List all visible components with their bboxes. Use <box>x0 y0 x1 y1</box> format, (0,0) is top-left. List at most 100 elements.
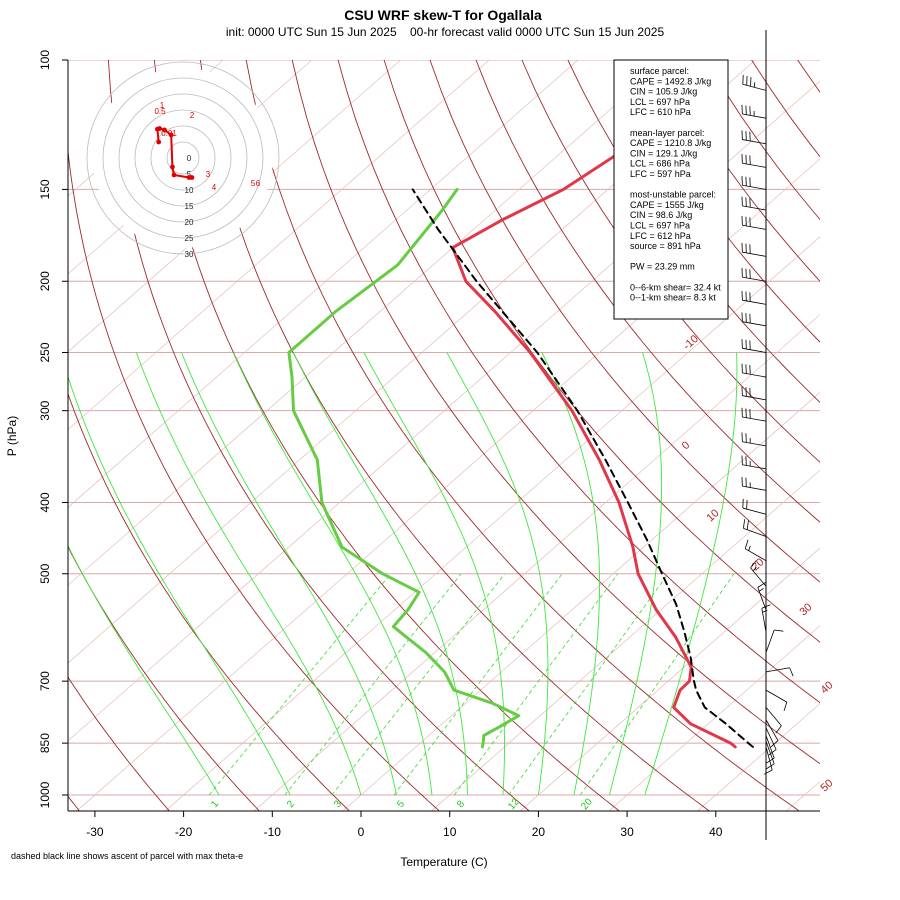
info-line: CAPE = 1492.8 J/kg <box>630 76 711 86</box>
temperature-axis: -30 -20 -10 0 10 20 30 40 <box>86 811 723 839</box>
hodograph-point-label: 3 <box>206 170 211 179</box>
temperature-tick-label: 40 <box>709 825 723 839</box>
info-line: most-unstable parcel: <box>630 190 716 200</box>
isotherm-line <box>255 60 900 811</box>
wind-barb-shaft <box>766 736 774 759</box>
chart-subtitle: init: 0000 UTC Sun 15 Jun 2025 00-hr for… <box>226 25 665 39</box>
info-line: CIN = 105.9 J/kg <box>630 87 697 97</box>
temperature-tick-label: 10 <box>443 825 457 839</box>
wind-barb-flag <box>766 764 774 769</box>
wind-barb <box>743 499 766 514</box>
mixing-ratio-line <box>332 574 505 795</box>
wind-barb <box>742 216 766 229</box>
info-line: source = 891 hPa <box>630 241 701 251</box>
info-line: LFC = 597 hPa <box>630 169 691 179</box>
info-line: 0--6-km shear= 32.4 kt <box>630 282 721 292</box>
hodograph-point-label: 2 <box>190 111 195 120</box>
isotherm-label: 30 <box>797 601 814 618</box>
pressure-tick-label: 250 <box>38 342 52 362</box>
mixing-ratio-line <box>580 574 734 795</box>
temperature-tick-label: -30 <box>86 825 104 839</box>
pressure-tick-label: 400 <box>38 492 52 512</box>
mixing-ratio-label: 8 <box>455 798 467 810</box>
info-line: LCL = 697 hPa <box>630 221 690 231</box>
dewpoint-line <box>289 189 519 747</box>
wind-barb <box>766 690 787 711</box>
dry-adiabat <box>844 60 900 811</box>
mixing-ratio-label: 20 <box>579 796 595 812</box>
wind-barb-flag <box>776 726 782 733</box>
pressure-axis: 100 150 200 250 300 400 500 700 850 1000 <box>38 50 68 809</box>
wind-barbs <box>742 30 793 840</box>
mixing-ratio-label: 12 <box>506 796 522 812</box>
y-axis-label: P (hPa) <box>5 416 19 456</box>
temperature-tick-label: -20 <box>175 825 193 839</box>
mixing-ratio-line <box>509 574 668 795</box>
isotherm-label: 50 <box>818 777 835 794</box>
info-line: LFC = 612 hPa <box>630 231 691 241</box>
info-line: CIN = 98.6 J/kg <box>630 210 692 220</box>
wind-barb-half-flag <box>759 588 763 591</box>
hodograph-point <box>190 175 195 180</box>
wind-barb <box>742 243 766 256</box>
wind-barb <box>742 154 766 167</box>
wind-barb-flag <box>790 668 794 677</box>
pressure-tick-label: 500 <box>38 563 52 583</box>
x-axis-label: Temperature (C) <box>400 855 487 869</box>
wind-barb-flag <box>743 519 744 528</box>
hodograph-point-label: 0.01 <box>161 129 177 138</box>
hodograph-point-label: 4 <box>212 183 217 192</box>
pressure-tick-label: 100 <box>38 50 52 70</box>
wind-barb <box>766 630 783 653</box>
mixing-ratio-line <box>209 574 391 795</box>
mixing-ratio-labels: 1 2 3 5 8 12 20 <box>209 796 595 812</box>
wind-barb-flag <box>774 630 783 631</box>
wind-barb <box>766 736 774 764</box>
wind-barb <box>742 433 766 446</box>
hodograph-ring-label: 20 <box>185 218 194 227</box>
wind-barb-shaft <box>766 720 778 741</box>
info-line: CIN = 129.1 J/kg <box>630 148 697 158</box>
dry-adiabat <box>890 60 900 811</box>
chart-title: CSU WRF skew-T for Ogallala <box>344 7 542 23</box>
dry-adiabat <box>752 60 900 811</box>
info-line: surface parcel: <box>630 66 689 76</box>
wind-barb <box>742 105 766 118</box>
pressure-tick-label: 300 <box>38 400 52 420</box>
hodograph-background <box>93 68 273 248</box>
info-line: CAPE = 1555 J/kg <box>630 200 704 210</box>
wind-barb <box>742 312 766 325</box>
wind-barb-flag <box>745 540 748 549</box>
hodograph-ring-label: 15 <box>185 202 194 211</box>
wind-barb-half-flag <box>749 546 751 551</box>
mixing-ratio-label: 5 <box>395 798 407 810</box>
wind-barb <box>742 386 766 399</box>
temperature-tick-label: 0 <box>358 825 365 839</box>
info-line: mean-layer parcel: <box>630 128 705 138</box>
mixing-ratio-label: 1 <box>209 798 221 810</box>
hodograph-point <box>170 165 175 170</box>
hodograph-ring-label: 0 <box>187 154 192 163</box>
pressure-tick-label: 850 <box>38 733 52 753</box>
mixing-ratio-line <box>394 574 562 795</box>
isotherm-label: -10 <box>681 333 701 353</box>
dry-adiabat <box>706 60 900 811</box>
isotherm-label: 40 <box>818 679 835 696</box>
wind-barb <box>742 130 766 143</box>
isotherm-label: 10 <box>704 507 721 524</box>
isotherm-label: 0 <box>680 439 693 452</box>
wind-barb <box>766 707 781 733</box>
wind-barb <box>742 176 766 189</box>
isotherm-label: 20 <box>749 556 766 573</box>
info-line: LCL = 697 hPa <box>630 97 690 107</box>
dry-adiabat <box>798 60 900 811</box>
info-line: LCL = 686 hPa <box>630 159 690 169</box>
hodograph-point <box>172 173 177 178</box>
wind-barb <box>742 364 766 377</box>
info-line: CAPE = 1210.8 J/kg <box>630 138 711 148</box>
wind-barb-shaft <box>766 630 774 653</box>
temperature-tick-label: 30 <box>620 825 634 839</box>
pressure-tick-label: 200 <box>38 271 52 291</box>
